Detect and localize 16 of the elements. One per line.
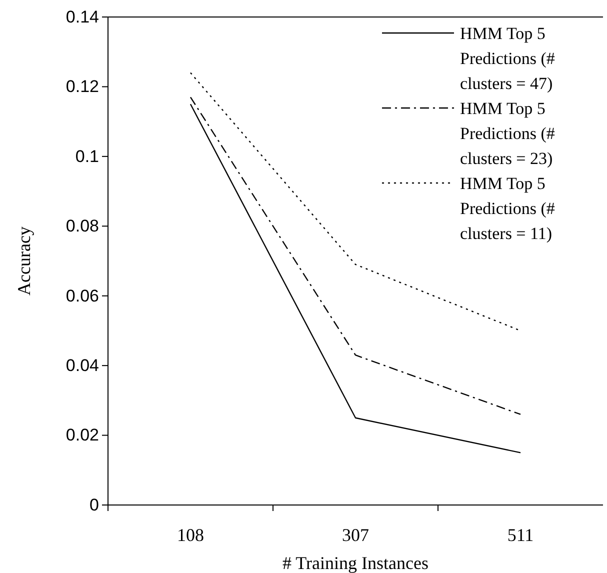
y-tick-label: 0.14 <box>66 7 99 26</box>
x-axis-title: # Training Instances <box>282 553 428 573</box>
y-tick-label: 0.04 <box>66 356 99 376</box>
x-tick-label: 307 <box>342 525 369 545</box>
y-tick-label: 0.12 <box>66 77 99 96</box>
legend-label: HMM Top 5 Predictions (# clusters = 47) <box>460 24 556 93</box>
legend-label: HMM Top 5 Predictions (# clusters = 11) <box>460 174 556 243</box>
y-axis-title: Accuracy <box>14 226 34 296</box>
y-tick-label: 0.06 <box>66 286 99 306</box>
y-tick-label: 0.02 <box>66 426 99 445</box>
y-tick-label: 0.1 <box>75 146 99 166</box>
y-tick-label: 0.08 <box>66 216 99 236</box>
legend-label: HMM Top 5 Predictions (# clusters = 23) <box>460 99 556 168</box>
y-tick-label: 0 <box>90 495 99 514</box>
x-tick-label: 511 <box>507 525 534 545</box>
x-tick-label: 108 <box>177 525 204 545</box>
